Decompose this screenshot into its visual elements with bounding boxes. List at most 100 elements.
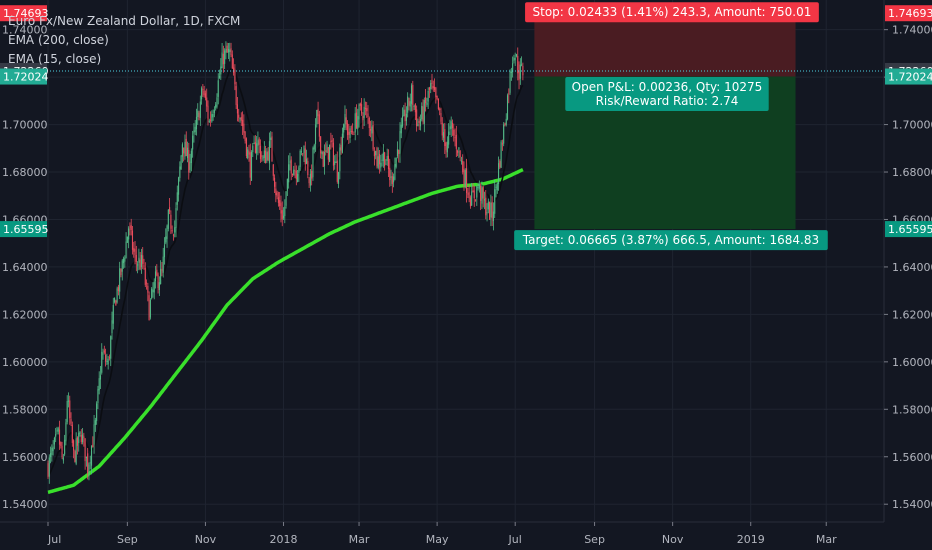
candle-body-49 (110, 336, 112, 359)
legend-ema-200[interactable]: EMA (200, close) (8, 33, 109, 47)
candle-202 (306, 149, 308, 165)
candle-187 (286, 178, 288, 196)
candle-body-16 (67, 400, 70, 402)
candle-279 (404, 102, 406, 130)
candle-body-307 (440, 113, 442, 122)
candle-body-356 (503, 124, 505, 144)
candle-body-207 (312, 147, 314, 178)
price-tick-label-left-7: 1.68000 (2, 166, 48, 179)
candle-body-276 (400, 124, 402, 134)
candle-116 (195, 108, 198, 136)
candle-32 (88, 462, 90, 481)
candle-body-351 (496, 182, 498, 191)
candle-15 (66, 395, 68, 425)
time-axis[interactable]: Jul Sep Nov 2018 Mar May Jul Sep Nov 2019 Mar (0, 521, 932, 550)
target-label-bg (514, 230, 828, 251)
candle-7 (56, 426, 58, 435)
candle-body-315 (450, 121, 452, 129)
candle-body-24 (78, 432, 80, 444)
candle-body-129 (212, 113, 214, 118)
candle-22 (75, 432, 77, 466)
candle-312 (446, 136, 448, 158)
candle-body-190 (290, 159, 292, 174)
candle-287 (414, 103, 416, 121)
candle-body-223 (332, 142, 334, 166)
candle-20 (73, 439, 75, 459)
candle-body-296 (426, 102, 428, 105)
candle-327 (466, 158, 468, 203)
candle-body-322 (459, 150, 461, 158)
price-axis[interactable]: 1.54000 1.54000 1.56000 1.56000 1.58000 1.580… (0, 0, 932, 522)
candle-body-52 (114, 297, 116, 303)
candle-4 (52, 440, 54, 456)
candle-145 (233, 58, 235, 76)
candle-body-294 (423, 100, 425, 124)
candle-body-330 (469, 197, 471, 207)
candle-body-97 (171, 230, 173, 232)
candle-body-297 (427, 90, 429, 102)
candle-133 (217, 73, 219, 105)
candle-body-365 (514, 58, 516, 60)
candle-188 (288, 155, 290, 189)
candle-311 (445, 141, 447, 158)
candle-136 (221, 43, 223, 69)
candle-18 (70, 412, 72, 427)
candle-241 (355, 104, 358, 130)
candle-body-113 (192, 135, 194, 150)
candle-body-32 (88, 464, 90, 475)
candle-106 (183, 147, 185, 162)
candle-body-5 (53, 437, 55, 445)
candle-body-114 (193, 130, 195, 134)
candle-body-78 (147, 285, 149, 293)
candle-33 (89, 455, 91, 470)
candle-body-161 (253, 143, 255, 145)
candle-body-165 (258, 138, 260, 145)
candle-body-7 (56, 430, 58, 432)
candle-26 (80, 429, 82, 445)
candle-body-90 (162, 256, 164, 273)
candle-170 (265, 145, 267, 164)
candle-358 (505, 113, 507, 127)
candle-body-84 (154, 271, 157, 282)
candle-301 (432, 80, 434, 92)
candle-body-146 (234, 69, 236, 85)
candle-125 (207, 100, 209, 126)
candle-body-21 (74, 451, 76, 462)
target-label-line-0: Target: 0.06665 (3.87%) 666.5, Amount: 1… (522, 233, 819, 247)
candle-66 (131, 225, 134, 255)
candle-92 (165, 228, 167, 245)
candle-247 (363, 98, 365, 126)
candle-270 (393, 173, 395, 188)
candle-body-160 (252, 145, 254, 153)
candle-body-306 (439, 108, 441, 110)
candle-body-104 (180, 155, 182, 170)
candle-338 (480, 183, 482, 211)
candle-body-334 (474, 199, 477, 201)
candle-body-56 (119, 268, 121, 292)
candle-316 (451, 119, 454, 136)
candle-body-236 (349, 128, 351, 139)
candle-body-268 (390, 176, 392, 178)
candle-344 (487, 198, 489, 214)
legend-ema-15[interactable]: EMA (15, close) (8, 52, 102, 66)
candle-body-239 (353, 133, 355, 135)
candle-body-87 (158, 282, 160, 291)
candle-278 (403, 104, 405, 117)
candle-body-237 (350, 131, 352, 133)
candle-body-82 (152, 289, 154, 293)
candle-body-167 (261, 155, 263, 157)
time-tick-label-7: Sep (584, 533, 605, 546)
legend-symbol[interactable]: Euro Fx/New Zealand Dollar, 1D, FXCM (8, 14, 241, 28)
candle-body-116 (195, 116, 198, 130)
candle-130 (213, 106, 215, 118)
candle-body-191 (291, 174, 294, 176)
candle-174 (270, 131, 272, 148)
candle-97 (171, 225, 173, 234)
candle-119 (199, 95, 201, 126)
candle-body-151 (240, 117, 242, 121)
candle-body-29 (84, 438, 86, 462)
candle-117 (197, 103, 199, 125)
candle-body-2 (50, 453, 52, 458)
candle-body-213 (320, 136, 322, 154)
